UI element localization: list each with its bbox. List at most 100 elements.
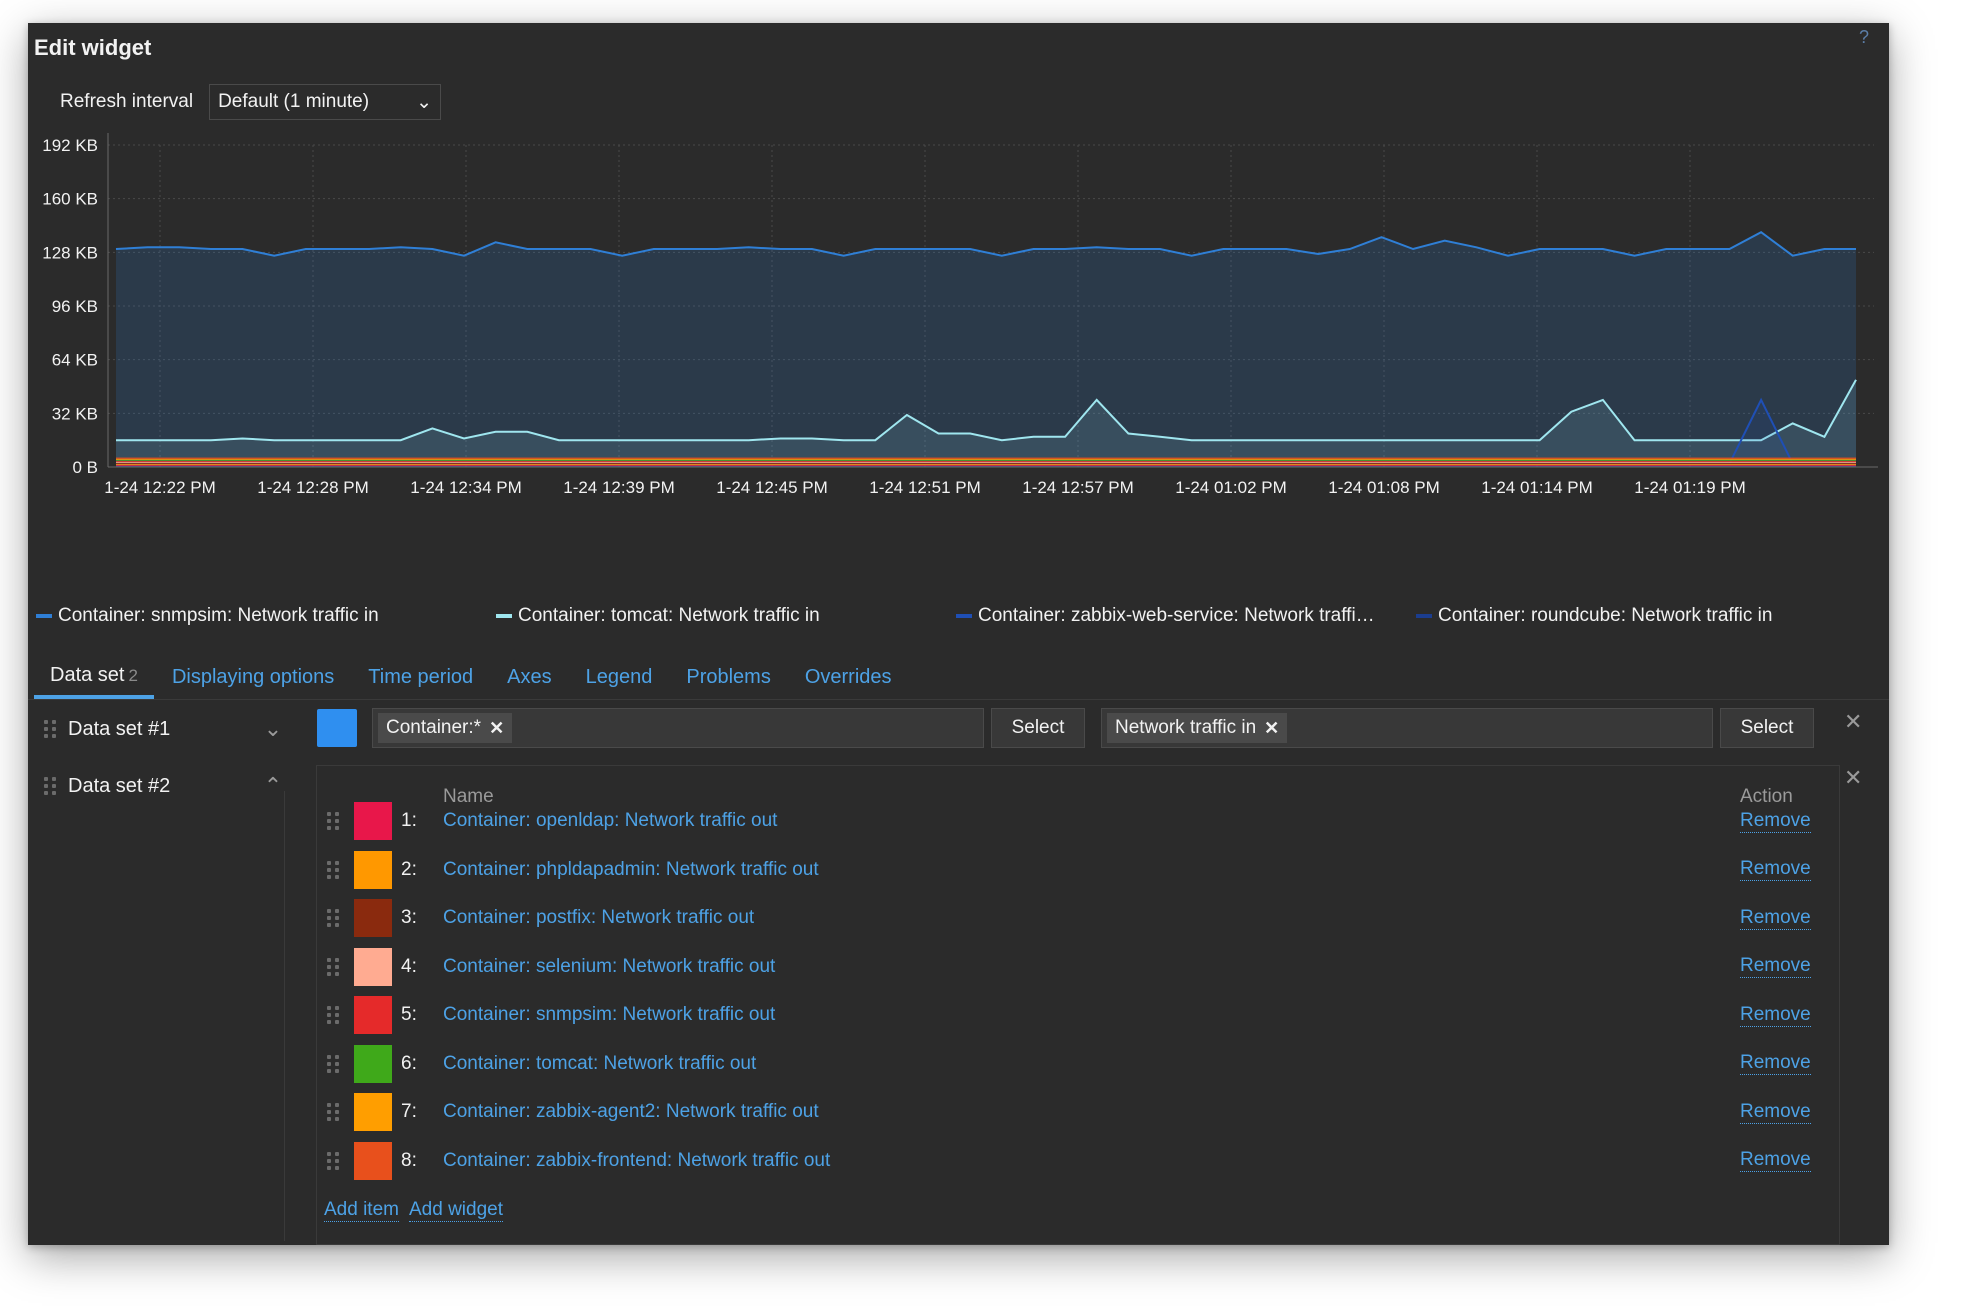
column-header-name: Name	[443, 786, 494, 807]
select-host-button[interactable]: Select	[991, 708, 1085, 748]
add-widget-link[interactable]: Add widget	[408, 1199, 503, 1222]
drag-handle-icon[interactable]	[327, 1050, 341, 1078]
host-pattern-text: Container:*	[386, 717, 482, 738]
x-tick-label: 1-24 12:57 PM	[1022, 478, 1134, 497]
dataset-divider	[284, 791, 285, 1241]
series-line	[116, 379, 1857, 442]
tab-displaying-options[interactable]: Displaying options	[171, 666, 335, 688]
tab-legend[interactable]: Legend	[585, 666, 653, 688]
item-pattern-input[interactable]: Network traffic in ✕	[1101, 708, 1713, 748]
remove-item-link[interactable]: Remove	[1740, 1149, 1811, 1172]
series-area	[116, 232, 1856, 467]
legend-label: Container: roundcube: Network traffic in	[1438, 605, 1773, 626]
dataset-2-label: Data set #2	[68, 774, 171, 797]
chevron-down-icon: ⌄	[416, 91, 433, 113]
remove-dataset-1-icon[interactable]: ✕	[1844, 709, 1863, 734]
drag-handle-icon[interactable]	[327, 1147, 341, 1175]
tab-problems[interactable]: Problems	[686, 666, 771, 688]
x-tick-label: 1-24 01:19 PM	[1634, 478, 1746, 497]
tab-data-set[interactable]: Data set 2	[34, 664, 154, 699]
remove-chip-icon[interactable]: ✕	[1264, 717, 1280, 738]
table-row: 5: Container: snmpsim: Network traffic ou…	[317, 991, 1841, 1039]
item-name-link[interactable]: Container: snmpsim: Network traffic out	[443, 1004, 776, 1025]
legend-swatch	[956, 614, 972, 618]
remove-item-link[interactable]: Remove	[1740, 906, 1811, 930]
x-tick-label: 1-24 12:34 PM	[410, 478, 522, 497]
add-links: Add item Add widget	[324, 1199, 503, 1222]
item-name-link[interactable]: Container: zabbix-agent2: Network traffi…	[443, 1101, 819, 1122]
table-row: 7: Container: zabbix-agent2: Network traf…	[317, 1088, 1841, 1136]
x-tick-label: 1-24 12:39 PM	[563, 478, 675, 497]
chevron-down-icon[interactable]: ⌄	[263, 716, 283, 741]
tab-count: 2	[128, 666, 138, 685]
table-row: 3: Container: postfix: Network traffic ou…	[317, 894, 1841, 942]
drag-handle-icon[interactable]	[327, 953, 341, 981]
remove-item-link[interactable]: Remove	[1740, 955, 1811, 978]
item-name-link[interactable]: Container: tomcat: Network traffic out	[443, 1052, 757, 1074]
graph-svg: 0 B 32 KB 64 KB 96 KB 128 KB 160 KB 192 KB 1-24…	[42, 133, 1878, 497]
dataset-2-header[interactable]: Data set #2 ⌃	[44, 772, 288, 800]
refresh-interval-row: Refresh interval Default (1 minute) ⌄	[60, 84, 442, 120]
remove-chip-icon[interactable]: ✕	[489, 717, 505, 738]
legend-item: Container: zabbix-web-service: Network t…	[956, 603, 1416, 629]
remove-item-link[interactable]: Remove	[1740, 1100, 1811, 1124]
legend-swatch	[496, 614, 512, 618]
remove-dataset-2-icon[interactable]: ✕	[1844, 765, 1863, 790]
item-color-picker[interactable]	[354, 850, 392, 889]
select-item-button[interactable]: Select	[1720, 708, 1814, 748]
x-tick-label: 1-24 12:45 PM	[716, 478, 828, 497]
drag-handle-icon[interactable]	[327, 807, 341, 835]
tabs-divider	[28, 699, 1889, 700]
dataset-1-color-picker[interactable]	[317, 709, 357, 747]
item-name-link[interactable]: Container: zabbix-frontend: Network traf…	[443, 1149, 831, 1171]
x-tick-label: 1-24 12:22 PM	[104, 478, 216, 497]
item-color-picker[interactable]	[354, 1141, 392, 1180]
item-color-picker[interactable]	[354, 1093, 392, 1131]
table-row: 8: Container: zabbix-frontend: Network tr…	[317, 1137, 1841, 1185]
drag-handle-icon[interactable]	[327, 904, 341, 932]
item-color-picker[interactable]	[354, 802, 392, 840]
refresh-interval-label: Refresh interval	[60, 91, 194, 112]
y-tick-label: 32 KB	[52, 404, 98, 423]
help-icon[interactable]: ?	[1858, 27, 1869, 47]
tab-axes[interactable]: Axes	[507, 666, 552, 688]
item-color-picker[interactable]	[354, 947, 392, 986]
add-item-link[interactable]: Add item	[324, 1199, 399, 1222]
item-number: 3:	[401, 907, 417, 928]
drag-handle-icon[interactable]	[327, 856, 341, 884]
x-tick-label: 1-24 01:08 PM	[1328, 478, 1440, 497]
refresh-interval-select[interactable]: Default (1 minute) ⌄	[209, 84, 442, 120]
remove-item-link[interactable]: Remove	[1740, 809, 1811, 833]
item-color-picker[interactable]	[354, 1044, 392, 1083]
legend-label: Container: zabbix-web-service: Network t…	[978, 605, 1375, 626]
item-pattern-text: Network traffic in	[1115, 717, 1257, 738]
item-name-link[interactable]: Container: openldap: Network traffic out	[443, 810, 778, 831]
legend-item: Container: snmpsim: Network traffic in	[36, 603, 496, 629]
item-color-picker[interactable]	[354, 996, 392, 1034]
tab-time-period[interactable]: Time period	[368, 666, 474, 688]
widget-tabs: Data set 2 Displaying options Time period…	[34, 653, 910, 699]
host-pattern-input[interactable]: Container:* ✕	[372, 708, 984, 748]
drag-handle-icon[interactable]	[44, 772, 58, 800]
tab-overrides[interactable]: Overrides	[804, 666, 892, 688]
host-pattern-chip: Container:* ✕	[378, 713, 513, 743]
remove-item-link[interactable]: Remove	[1740, 1003, 1811, 1027]
item-name-link[interactable]: Container: selenium: Network traffic out	[443, 955, 776, 977]
drag-handle-icon[interactable]	[44, 715, 58, 743]
drag-handle-icon[interactable]	[327, 1001, 341, 1029]
item-name-link[interactable]: Container: postfix: Network traffic out	[443, 907, 755, 928]
dataset-1-header[interactable]: Data set #1 ⌄	[44, 715, 288, 743]
graph-legend: Container: snmpsim: Network traffic in Co…	[36, 603, 1876, 629]
drag-handle-icon[interactable]	[327, 1098, 341, 1126]
legend-item: Container: tomcat: Network traffic in	[496, 603, 956, 629]
remove-item-link[interactable]: Remove	[1740, 858, 1811, 881]
item-color-picker[interactable]	[354, 899, 392, 937]
item-name-link[interactable]: Container: phpldapadmin: Network traffic…	[443, 858, 819, 880]
y-tick-label: 96 KB	[52, 297, 98, 316]
legend-label: Container: tomcat: Network traffic in	[518, 605, 820, 626]
x-tick-label: 1-24 12:51 PM	[869, 478, 981, 497]
item-pattern-chip: Network traffic in ✕	[1107, 713, 1288, 743]
remove-item-link[interactable]: Remove	[1740, 1052, 1811, 1075]
chevron-up-icon[interactable]: ⌃	[263, 773, 283, 798]
item-number: 6:	[401, 1052, 417, 1074]
